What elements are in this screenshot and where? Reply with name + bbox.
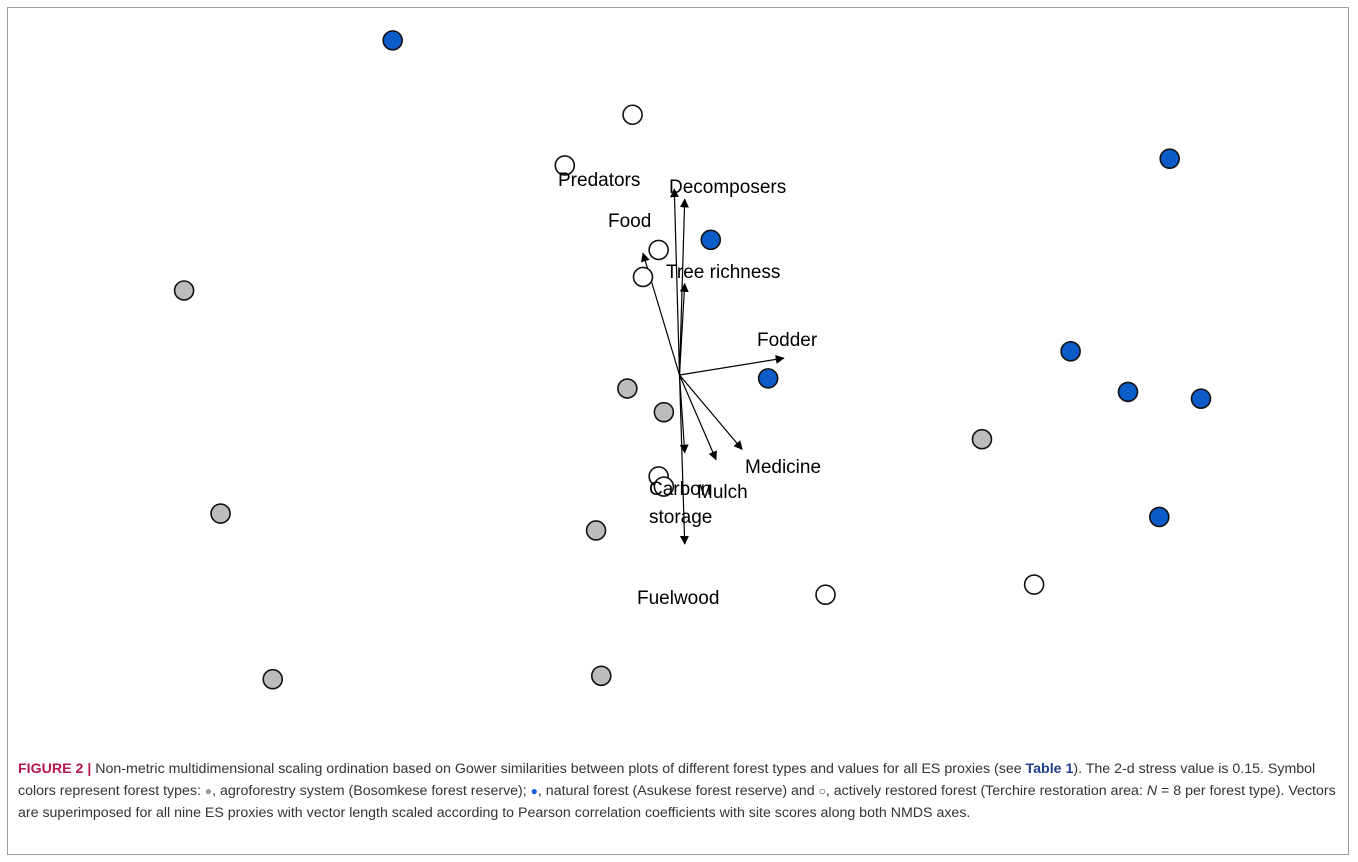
grey-dot-icon: ● (204, 784, 213, 798)
caption-text-5: , actively restored forest (Terchire res… (825, 783, 1147, 799)
point-natural-4 (1060, 341, 1081, 362)
caption-text-4: , natural forest (Asukese forest reserve… (537, 783, 819, 799)
vectors-layer (641, 188, 785, 545)
point-natural-7 (1190, 388, 1212, 409)
vector-label-decomposers: Decomposers (669, 177, 786, 198)
vector-label-carbon-storage: Carbon storage (649, 479, 712, 528)
caption-table-link[interactable]: Table 1 (1025, 761, 1074, 777)
open-circle-icon: ○ (818, 784, 826, 798)
point-agroforestry-7 (262, 668, 284, 690)
point-natural-1 (382, 30, 403, 51)
vector-arrow-fuelwood (678, 374, 689, 545)
point-natural-5 (1159, 148, 1181, 169)
carbon-storage-line-1: Carbon (649, 479, 711, 500)
blue-dot-icon: ● (530, 784, 538, 798)
caption-text-6: = 8 per forest type). Vectors are superi… (18, 783, 1336, 821)
figure-frame (7, 7, 1349, 855)
point-agroforestry-4 (653, 401, 675, 423)
point-agroforestry-6 (590, 665, 612, 687)
caption-n-variable: N (1146, 783, 1158, 799)
point-restored-8 (1023, 574, 1045, 595)
vector-arrow-medicine (679, 374, 743, 451)
vector-label-mulch: Mulch (697, 482, 748, 503)
nmds-plot: Predators Decomposers Food Tree richness… (173, 30, 1212, 690)
point-agroforestry-8 (971, 428, 993, 450)
point-agroforestry-5 (585, 520, 607, 541)
point-restored-2 (554, 155, 576, 176)
points-layer (173, 30, 1212, 690)
point-restored-1 (622, 104, 643, 126)
vector-label-fuelwood: Fuelwood (637, 588, 719, 609)
point-natural-6 (1117, 381, 1139, 403)
vector-label-food: Food (608, 211, 651, 232)
point-agroforestry-3 (617, 378, 638, 399)
point-agroforestry-2 (210, 503, 231, 524)
caption-text-1: Non-metric multidimensional scaling ordi… (91, 761, 1026, 777)
vector-label-tree-richness: Tree richness (666, 262, 780, 283)
vector-arrow-mulch (678, 374, 717, 461)
vector-label-medicine: Medicine (745, 457, 821, 478)
caption-text-3: , agroforestry system (Bosomkese forest … (212, 783, 531, 799)
figure-caption: FIGURE 2 | Non-metric multidimensional s… (18, 758, 1340, 824)
point-restored-6 (653, 476, 675, 497)
vector-label-fodder: Fodder (757, 330, 818, 351)
point-restored-3 (648, 239, 669, 261)
point-natural-3 (757, 368, 779, 389)
vector-arrow-tree-richness (678, 282, 689, 376)
vector-arrow-fodder (679, 354, 785, 376)
point-agroforestry-1 (173, 280, 195, 301)
caption-text-2: ). The 2-d stress value is 0.15. Symbol … (18, 761, 1316, 799)
caption-figure-label: FIGURE 2 | (18, 761, 92, 777)
point-natural-8 (1148, 506, 1170, 528)
vector-labels-layer: Predators Decomposers Food Tree richness… (558, 170, 821, 609)
vector-label-predators: Predators (558, 170, 640, 191)
point-restored-7 (815, 584, 836, 606)
point-natural-2 (700, 229, 722, 251)
point-restored-4 (632, 266, 654, 288)
carbon-storage-line-2: storage (649, 507, 712, 528)
vector-arrow-predators (670, 188, 681, 376)
